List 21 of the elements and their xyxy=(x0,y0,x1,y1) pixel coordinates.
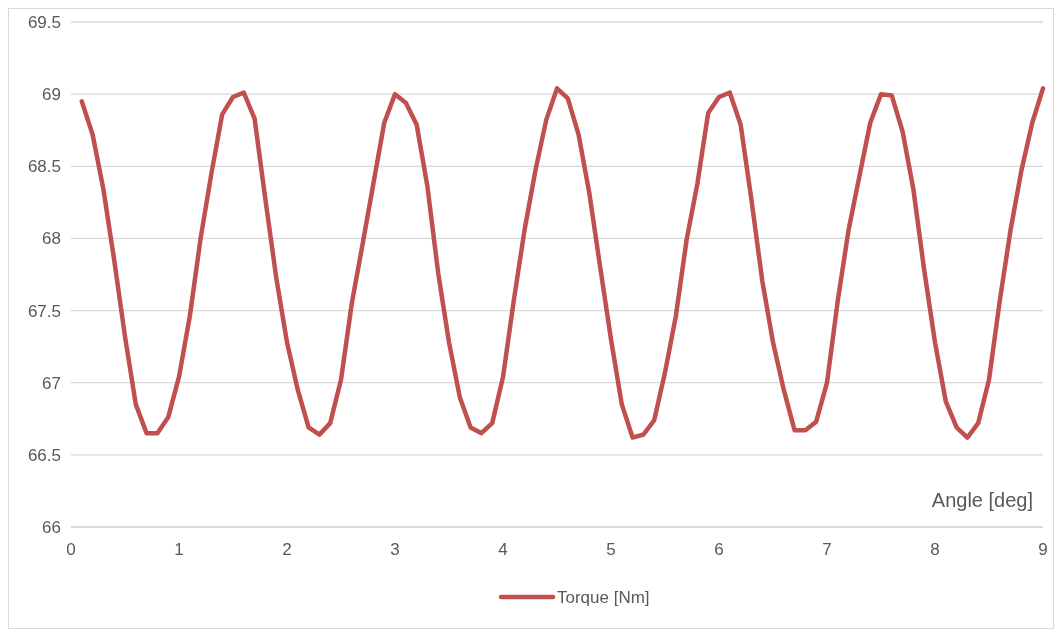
x-tick-label: 0 xyxy=(66,540,76,559)
y-tick-label: 68.5 xyxy=(27,157,61,177)
y-tick-label: 68 xyxy=(42,229,61,249)
x-axis-title: Angle [deg] xyxy=(931,489,1033,511)
legend-label: Torque [Nm] xyxy=(557,587,650,607)
x-tick-label: 2 xyxy=(282,540,292,559)
x-tick-label: 9 xyxy=(1038,540,1048,559)
y-tick-label: 66.5 xyxy=(27,445,61,465)
x-tick-label: 4 xyxy=(498,540,508,559)
x-tick-label: 7 xyxy=(822,540,832,559)
y-tick-label: 69 xyxy=(42,85,61,105)
y-tick-label: 67.5 xyxy=(27,301,61,321)
x-tick-label: 1 xyxy=(174,540,184,559)
x-tick-label: 3 xyxy=(390,540,400,559)
line-series xyxy=(79,86,1046,440)
y-tick-label: 69.5 xyxy=(27,12,61,32)
x-tick-label: 8 xyxy=(930,540,940,559)
y-tick-label: 66 xyxy=(42,517,61,537)
x-tick-label: 5 xyxy=(606,540,616,559)
x-tick-label: 6 xyxy=(714,540,724,559)
y-tick-label: 67 xyxy=(42,373,61,393)
